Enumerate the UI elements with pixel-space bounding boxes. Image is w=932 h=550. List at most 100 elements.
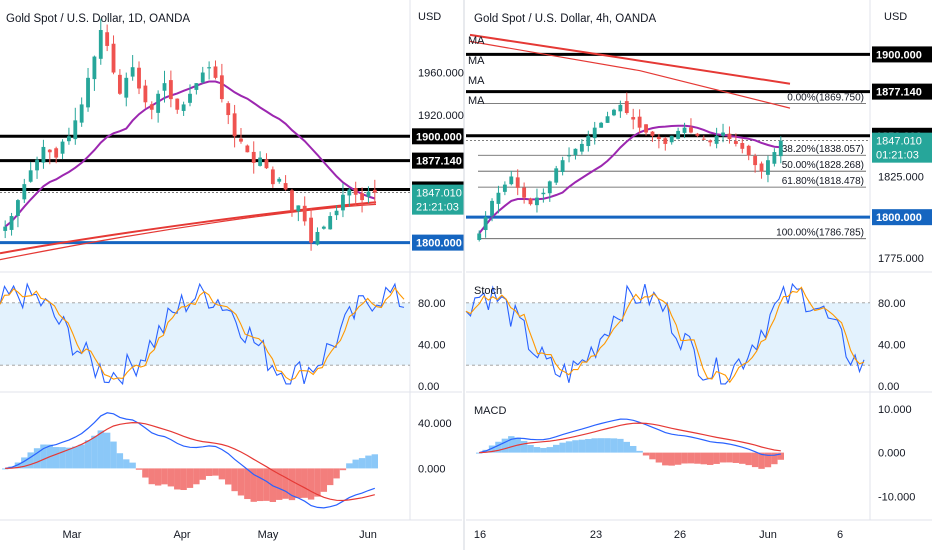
candle xyxy=(315,227,320,246)
level-tag-bg-0 xyxy=(412,128,464,145)
last-price-tag-bg xyxy=(412,184,464,215)
fib-label-3: 61.80%(1818.478) xyxy=(782,176,864,187)
candle-body xyxy=(522,187,527,198)
candle-body xyxy=(296,205,301,212)
macd-hist-bar xyxy=(559,442,566,453)
ma-red-line xyxy=(0,201,377,255)
left-chart-title: Gold Spot / U.S. Dollar, 1D, OANDA xyxy=(6,13,190,25)
candle xyxy=(207,61,212,80)
right-currency-label: USD xyxy=(884,11,907,23)
right-chart: Gold Spot / U.S. Dollar, 4h, OANDA USD 0… xyxy=(463,0,932,550)
candle-body xyxy=(535,197,539,206)
candle xyxy=(9,212,14,236)
candle-body xyxy=(689,127,693,133)
countdown-tag: 21:21:03 xyxy=(416,202,459,214)
candle-body xyxy=(341,194,345,211)
candle xyxy=(637,109,642,134)
candle xyxy=(86,67,90,112)
candle-body xyxy=(181,104,186,111)
macd-hist-bar xyxy=(142,468,149,478)
candle-body xyxy=(624,101,629,114)
candle-body xyxy=(111,43,116,73)
macd-label: MACD xyxy=(474,405,506,417)
candle xyxy=(251,141,256,174)
macd-hist-bar xyxy=(488,445,496,453)
price-tick-0: 1825.000 xyxy=(878,171,924,183)
ma-red-line-2 xyxy=(469,40,791,109)
candle-body xyxy=(137,67,141,89)
candle xyxy=(541,188,546,203)
macd-tick-0: 40.000 xyxy=(418,418,452,430)
macd-hist-bar xyxy=(540,447,547,453)
candle-body xyxy=(334,210,339,216)
candle-body xyxy=(579,143,584,152)
stoch-d-line xyxy=(0,287,405,381)
candle xyxy=(753,153,758,173)
right-stoch-pane: Stoch xyxy=(465,282,870,385)
candle-body xyxy=(54,148,59,158)
candle xyxy=(162,70,167,103)
x-tick-23: 23 xyxy=(590,529,602,541)
candle-body xyxy=(98,30,103,59)
x-tick-Jun: Jun xyxy=(359,529,377,541)
stoch-k-line xyxy=(465,282,865,385)
level-tag-bg-3 xyxy=(872,209,932,226)
candle xyxy=(676,127,681,140)
macd-hist-bar xyxy=(707,452,714,465)
candle xyxy=(16,199,20,228)
macd-hist-bar xyxy=(476,452,483,454)
macd-hist-bar xyxy=(694,452,701,464)
candle xyxy=(483,211,488,238)
fib-label-2: 50.00%(1828.268) xyxy=(782,160,864,171)
macd-hist-bar xyxy=(78,444,85,469)
macd-hist-bar xyxy=(649,452,656,460)
candle-body xyxy=(194,83,199,90)
right-chart-title: Gold Spot / U.S. Dollar, 4h, OANDA xyxy=(474,13,656,25)
candle xyxy=(3,220,8,239)
macd-hist-bar xyxy=(739,452,746,464)
macd-hist-bar xyxy=(327,468,334,486)
candle xyxy=(515,169,520,196)
candle xyxy=(624,92,629,115)
macd-hist-bar xyxy=(72,446,79,469)
macd-hist-bar xyxy=(713,452,720,464)
candle-body xyxy=(162,83,167,91)
macd-hist-bar xyxy=(27,452,34,469)
candle xyxy=(309,208,313,251)
candle-body xyxy=(321,226,326,229)
candle-body xyxy=(618,104,623,112)
macd-hist-bar xyxy=(320,468,328,492)
candle xyxy=(669,135,674,145)
candle-body xyxy=(714,135,719,144)
macd-hist-bar xyxy=(758,452,765,469)
candle-body xyxy=(219,75,224,100)
price-tick-1: 1775.000 xyxy=(878,253,924,265)
price-tick-0: 1960.000 xyxy=(418,68,464,80)
candle-body xyxy=(366,191,371,197)
candle xyxy=(219,63,224,103)
macd-hist-bar xyxy=(674,452,682,465)
macd-hist-bar xyxy=(135,468,143,470)
candle-body xyxy=(360,193,364,201)
candle-body xyxy=(586,135,591,147)
candle xyxy=(573,148,578,160)
candle-body xyxy=(232,113,237,137)
candle-body xyxy=(245,145,250,153)
candle xyxy=(213,60,218,80)
candle xyxy=(277,177,282,184)
level-tag-bg-0 xyxy=(872,46,932,63)
candle xyxy=(554,165,559,186)
candle xyxy=(226,101,231,125)
candle xyxy=(200,66,205,84)
stoch-tick-2: 0.00 xyxy=(878,381,899,393)
macd-hist-bar xyxy=(726,452,733,463)
candle-body xyxy=(759,163,764,172)
stoch-tick-0: 80.00 xyxy=(878,298,906,310)
candle-body xyxy=(477,233,482,240)
left-stoch-pane xyxy=(0,282,410,386)
macd-hist-bar xyxy=(237,468,245,496)
candle-body xyxy=(143,85,148,103)
candle xyxy=(130,55,135,81)
candle-body xyxy=(695,133,700,136)
candle xyxy=(264,153,269,170)
